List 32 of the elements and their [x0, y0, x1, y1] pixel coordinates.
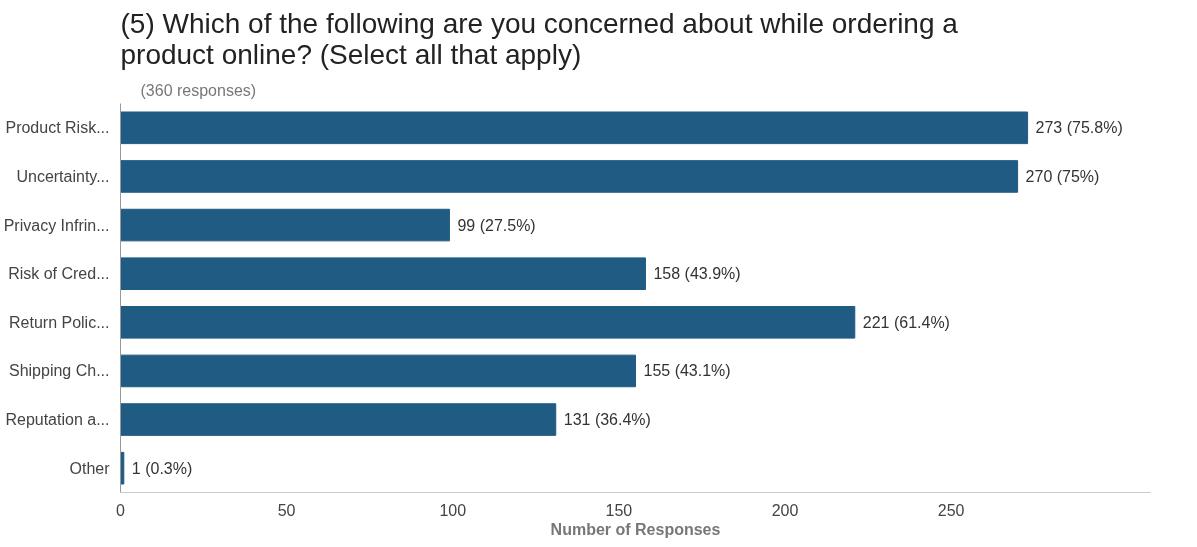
data-label: 99 (27.5%): [457, 216, 536, 234]
bar: [120, 306, 856, 339]
data-label: 273 (75.8%): [1035, 119, 1123, 137]
chart-title: (5) Which of the following are you concerned about while ordering a product online? (Select all that apply): [120, 7, 959, 70]
y-tick-label: Reputation a...: [5, 411, 110, 429]
bar: [120, 160, 1019, 193]
x-tick-label: 50: [277, 501, 296, 519]
x-tick-label: 200: [771, 501, 799, 519]
y-tick-label: Privacy Infrin...: [3, 216, 110, 234]
bar: [120, 354, 636, 388]
y-tick-label: Other: [69, 459, 111, 477]
bar: [120, 208, 450, 242]
bar: [120, 257, 646, 290]
x-axis-title: Number of Responses: [550, 520, 721, 538]
y-tick-label: Uncertainty...: [16, 167, 110, 185]
y-tick-label: Shipping Ch...: [8, 362, 110, 380]
x-tick-label: 150: [605, 501, 633, 519]
data-label: 221 (61.4%): [862, 313, 950, 331]
x-tick-label: 250: [937, 501, 965, 519]
y-tick-label: Risk of Cred...: [8, 265, 110, 283]
data-label: 1 (0.3%): [131, 459, 193, 477]
chart-subtitle: (360 responses): [140, 81, 257, 99]
x-tick-label: 100: [439, 501, 467, 519]
data-label: 131 (36.4%): [563, 411, 651, 429]
bar: [120, 111, 1029, 145]
data-label: 155 (43.1%): [643, 362, 731, 380]
data-label: 270 (75%): [1025, 167, 1100, 185]
data-label: 158 (43.9%): [653, 265, 741, 283]
bar: [120, 403, 557, 436]
y-tick-label: Return Polic...: [9, 313, 110, 331]
x-tick-label: 0: [116, 501, 126, 519]
y-tick-label: Product Risk...: [5, 119, 110, 137]
